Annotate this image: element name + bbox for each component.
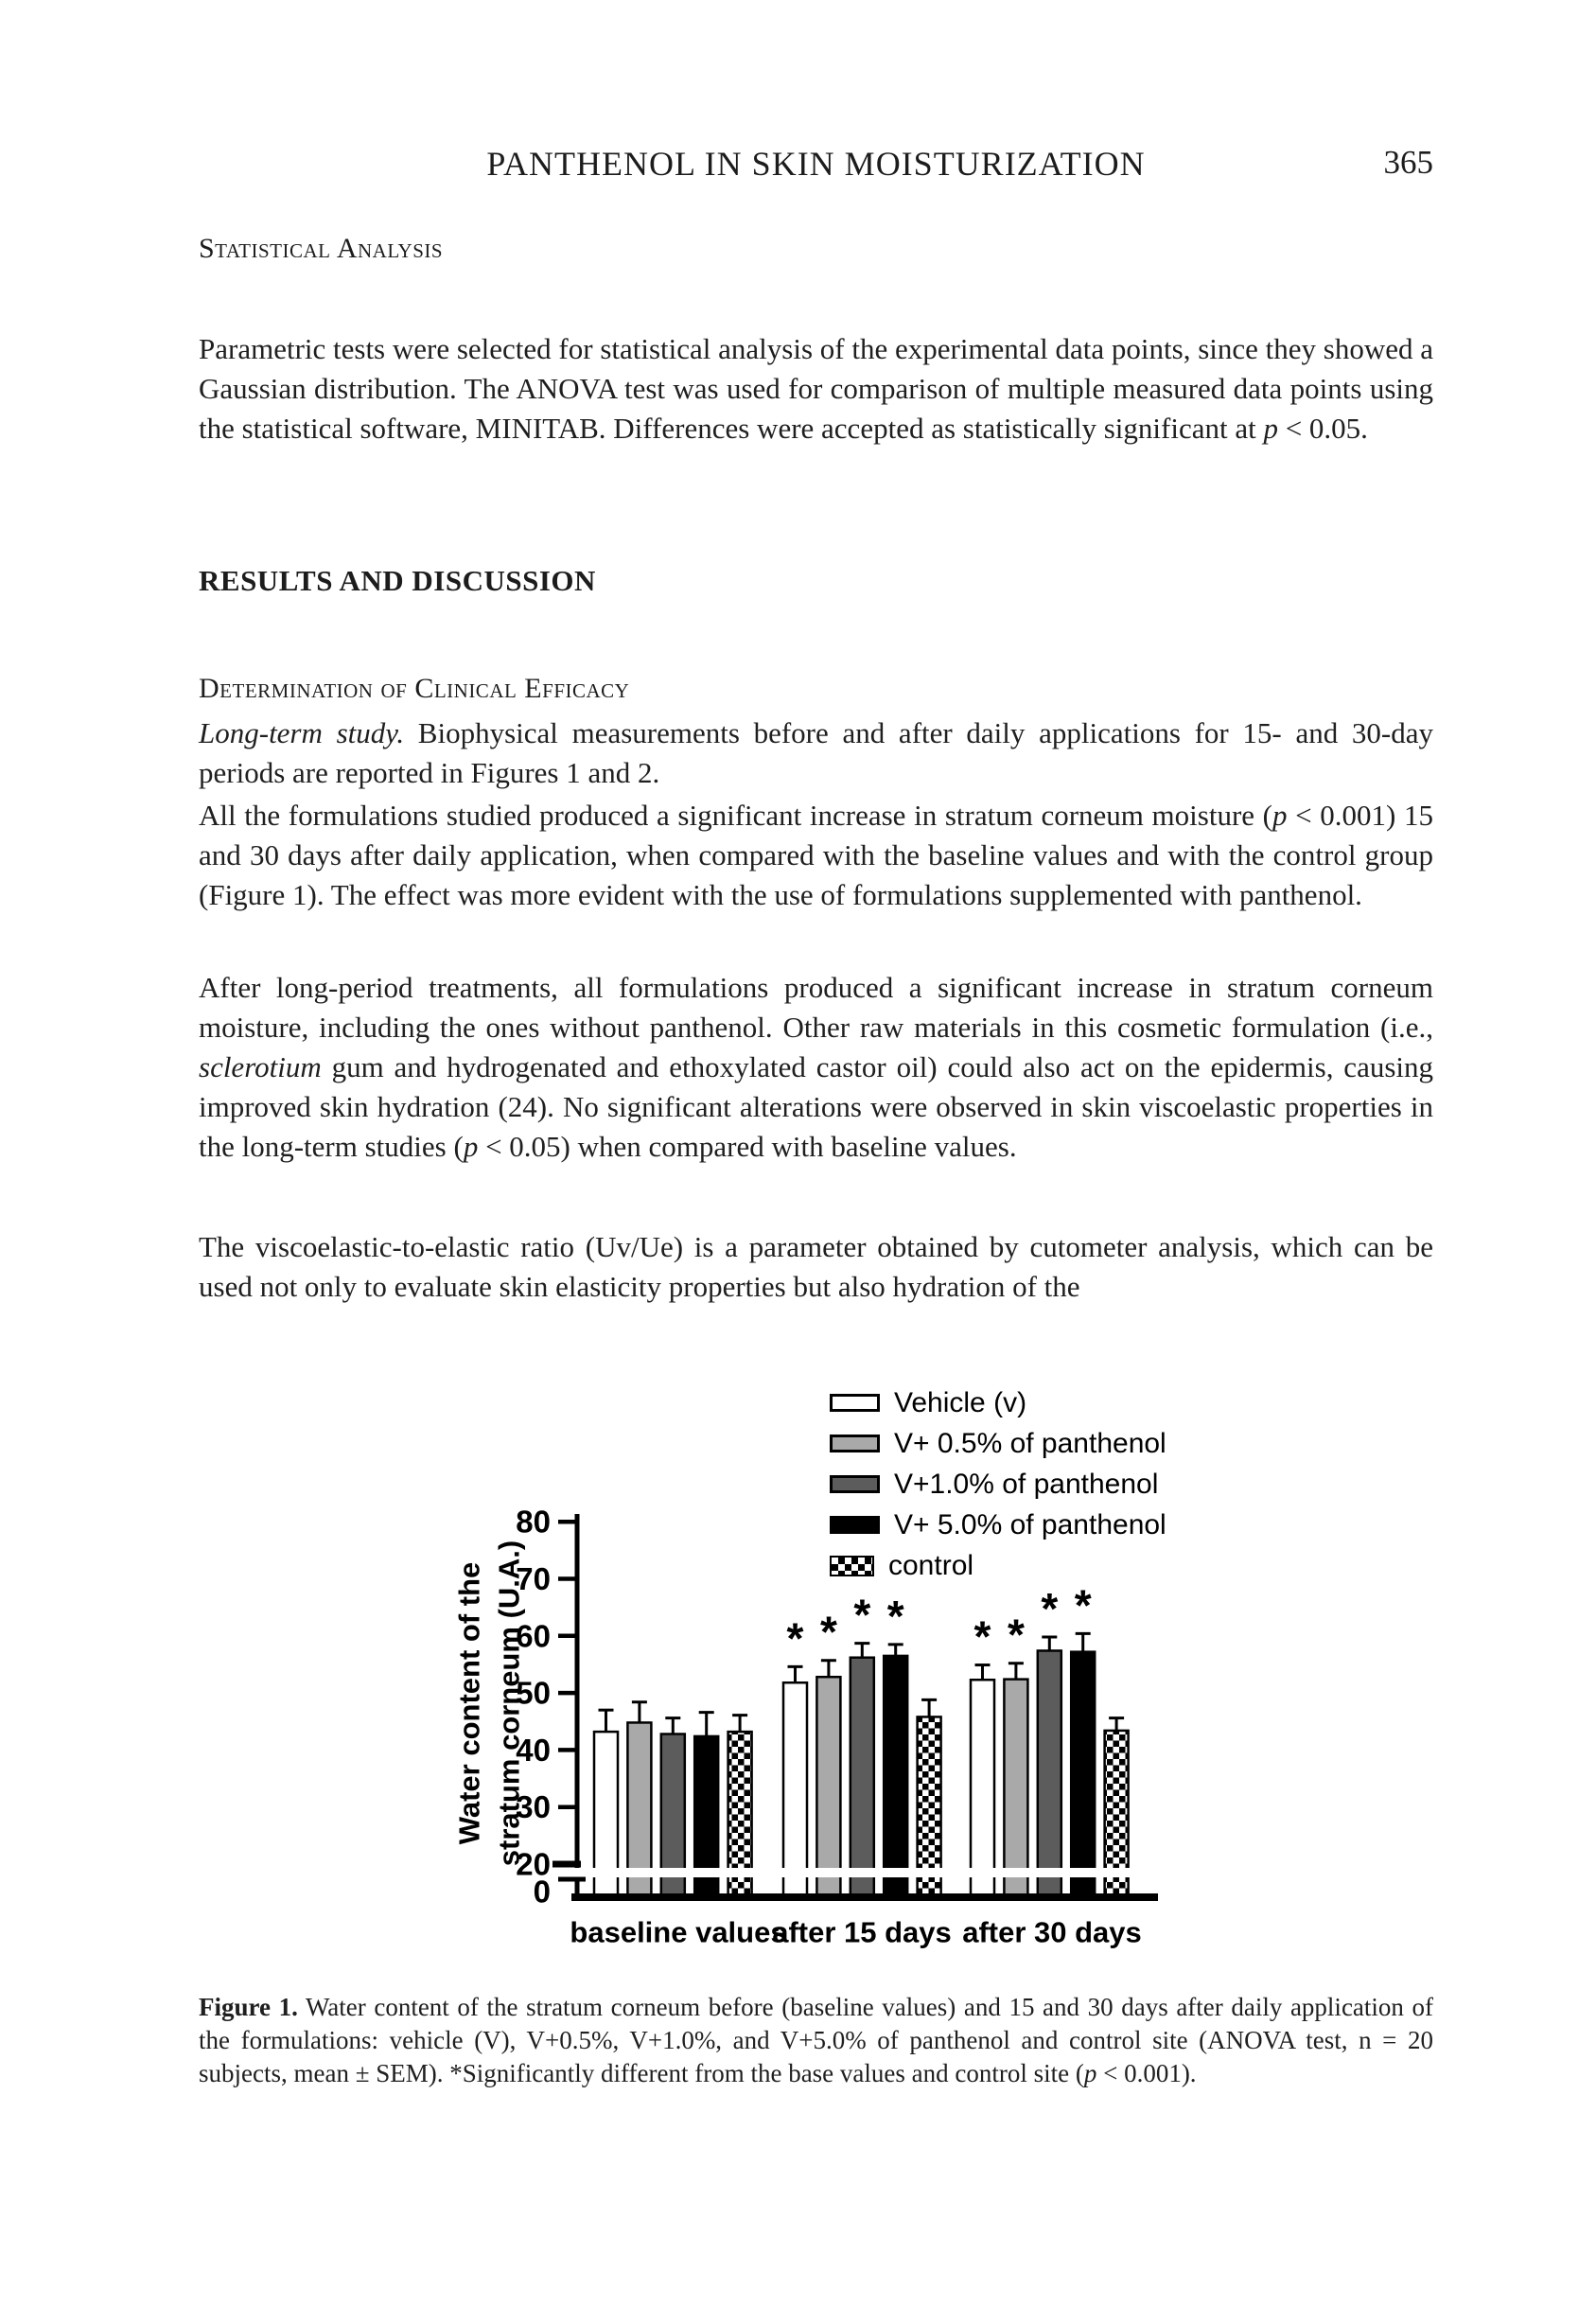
chart-error-bars: * * * * * * * * <box>598 1580 1125 1736</box>
y-tick-label: 50 <box>516 1676 551 1711</box>
x-group-label: after 30 days <box>962 1916 1142 1949</box>
bar <box>1103 1729 1130 1897</box>
text-segment: < 0.001) 15 and 30 days after daily appl… <box>199 799 1433 911</box>
chart-tick-labels: 020 30 40 50 60 70 80 <box>516 1505 577 1910</box>
legend-label: V+ 5.0% of panthenol <box>894 1508 1166 1540</box>
figure-caption: Figure 1. Water content of the stratum c… <box>199 1991 1433 2090</box>
running-head: PANTHENOL IN SKIN MOISTURIZATION <box>486 145 1146 183</box>
significance-asterisk: * <box>974 1612 991 1662</box>
legend-item-v05: V+ 0.5% of panthenol <box>830 1423 1166 1464</box>
bar <box>816 1675 842 1897</box>
bar <box>849 1656 876 1897</box>
legend-swatch-vehicle <box>830 1394 880 1412</box>
y-tick-label: 60 <box>516 1618 551 1653</box>
legend-swatch-v10 <box>830 1475 880 1493</box>
figure-1: * * * * * * * * 0 20 30 40 50 60 70 80 baseline values… <box>0 1353 1596 1978</box>
bar <box>1003 1678 1029 1897</box>
paragraph-after-long-period: After long-period treatments, all formul… <box>199 968 1433 1167</box>
y-tick-label: 20 <box>516 1847 551 1882</box>
text-segment: sclerotium <box>199 1050 322 1083</box>
text-segment: p <box>463 1130 479 1163</box>
text-segment: Biophysical measurements before and afte… <box>199 716 1433 789</box>
y-tick-label: 0 <box>534 1875 551 1910</box>
legend-label: V+1.0% of panthenol <box>894 1468 1159 1500</box>
legend-label: Vehicle (v) <box>894 1386 1027 1418</box>
text-segment: The viscoelastic-to-elastic ratio (Uv/Ue… <box>199 1230 1433 1303</box>
legend-item-vehicle: Vehicle (v) <box>830 1382 1026 1423</box>
legend-label: control <box>888 1549 974 1581</box>
bar-chart: * * * * * * * * 020 30 40 50 60 70 80 baseline values… <box>453 1505 1158 1949</box>
bar <box>969 1678 996 1897</box>
bar <box>781 1681 809 1897</box>
text-segment: Water content of the stratum corneum bef… <box>199 1993 1433 2087</box>
significance-asterisk: * <box>1075 1580 1092 1629</box>
legend-item-v10: V+1.0% of panthenol <box>830 1464 1158 1505</box>
text-segment: p <box>1272 799 1288 832</box>
significance-asterisk: * <box>820 1608 837 1657</box>
paragraph-statistical: Parametric tests were selected for stati… <box>199 329 1433 449</box>
significance-asterisk: * <box>787 1613 804 1663</box>
legend-item-v50: V+ 5.0% of panthenol <box>830 1505 1166 1545</box>
text-segment: p <box>1083 2059 1097 2087</box>
bar <box>1069 1650 1096 1897</box>
x-group-label: baseline values <box>570 1916 786 1949</box>
legend-swatch-v50 <box>830 1516 880 1534</box>
legend-swatch-v05 <box>830 1435 880 1452</box>
legend-label: V+ 0.5% of panthenol <box>894 1427 1166 1459</box>
text-segment: p <box>1263 412 1278 445</box>
legend-item-control: control <box>830 1545 973 1586</box>
text-segment: < 0.05. <box>1277 412 1368 445</box>
text-segment: All the formulations studied produced a … <box>199 799 1273 832</box>
significance-asterisk: * <box>1008 1611 1025 1660</box>
text-segment: Figure 1. <box>199 1993 298 2021</box>
text-segment: After long-period treatments, all formul… <box>199 971 1433 1044</box>
significance-asterisk: * <box>887 1592 904 1641</box>
heading-results-discussion: RESULTS AND DISCUSSION <box>199 564 596 597</box>
heading-statistical-analysis: Statistical Analysis <box>199 233 444 264</box>
text-segment: Long-term study. <box>199 716 405 749</box>
axis-break-gap <box>579 1868 1150 1877</box>
bar <box>882 1654 909 1897</box>
heading-determination-efficacy: Determination of Clinical Efficacy <box>199 673 630 704</box>
significance-asterisk: * <box>853 1591 870 1640</box>
y-axis-label-line2: stratum corneum (U.A.) <box>493 1540 526 1866</box>
paragraph-viscoelastic: The viscoelastic-to-elastic ratio (Uv/Ue… <box>199 1227 1433 1307</box>
y-axis-label-line1: Water content of the <box>453 1562 486 1845</box>
text-segment: < 0.05) when compared with baseline valu… <box>478 1130 1017 1163</box>
text-segment: Parametric tests were selected for stati… <box>199 332 1433 445</box>
text-segment: < 0.001). <box>1096 2059 1197 2087</box>
paragraph-longterm: Long-term study. Biophysical measurement… <box>199 713 1433 793</box>
y-tick-label: 40 <box>516 1733 551 1768</box>
y-tick-label: 30 <box>516 1789 551 1824</box>
y-tick-label: 80 <box>516 1505 551 1540</box>
chart-bars <box>592 1649 1130 1897</box>
bar <box>1036 1649 1063 1897</box>
legend-swatch-control <box>830 1555 874 1576</box>
significance-asterisk: * <box>1041 1584 1058 1633</box>
text-segment: gum and hydrogenated and ethoxylated cas… <box>199 1050 1433 1163</box>
x-group-label: after 15 days <box>772 1916 952 1949</box>
y-tick-label: 70 <box>516 1561 551 1596</box>
paragraph-all-formulations: All the formulations studied produced a … <box>199 796 1433 915</box>
page-number: 365 <box>1383 144 1434 181</box>
